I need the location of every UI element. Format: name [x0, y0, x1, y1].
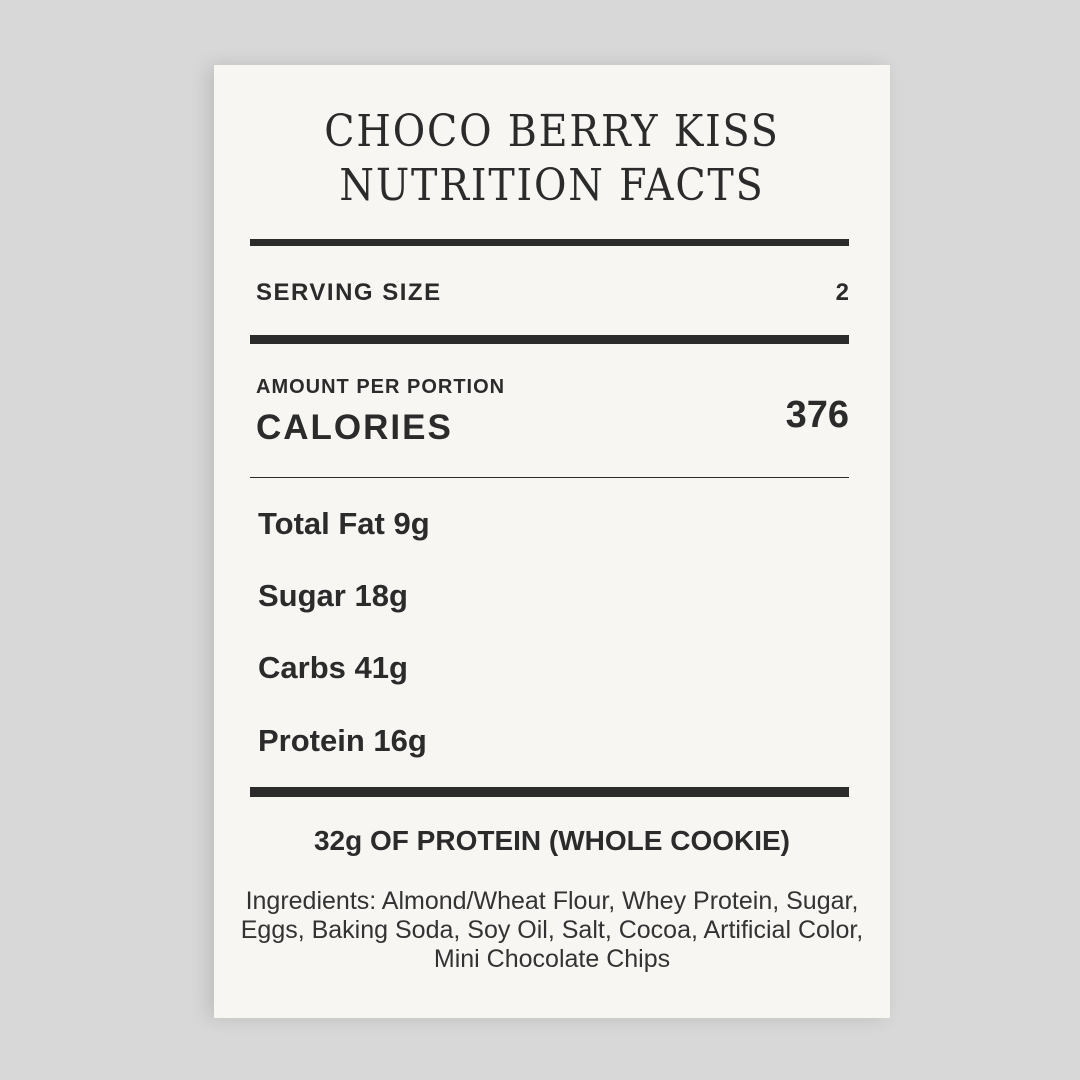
calories-label: CALORIES [256, 408, 453, 447]
divider-thick [250, 787, 849, 797]
ingredients-text: Ingredients: Almond/Wheat Flour, Whey Pr… [240, 887, 864, 973]
nutrient-sugar: Sugar 18g [258, 578, 408, 613]
nutrient-protein: Protein 16g [258, 723, 427, 758]
nutrition-label-card: CHOCO BERRY KISS NUTRITION FACTS SERVING… [214, 65, 890, 1018]
serving-size-value: 2 [835, 279, 849, 306]
amount-per-portion-label: AMOUNT PER PORTION [256, 376, 506, 398]
product-title: CHOCO BERRY KISS NUTRITION FACTS [248, 105, 856, 213]
title-line-2: NUTRITION FACTS [339, 160, 765, 211]
calories-value: 376 [785, 394, 849, 436]
nutrient-carbs: Carbs 41g [258, 650, 408, 685]
serving-size-label: SERVING SIZE [256, 279, 442, 306]
nutrient-total-fat: Total Fat 9g [258, 506, 430, 541]
divider-thin [250, 477, 849, 478]
divider-thick [250, 335, 849, 344]
protein-note: 32g OF PROTEIN (WHOLE COOKIE) [313, 825, 790, 856]
title-line-1: CHOCO BERRY KISS [324, 106, 780, 157]
divider-thick [250, 239, 849, 246]
